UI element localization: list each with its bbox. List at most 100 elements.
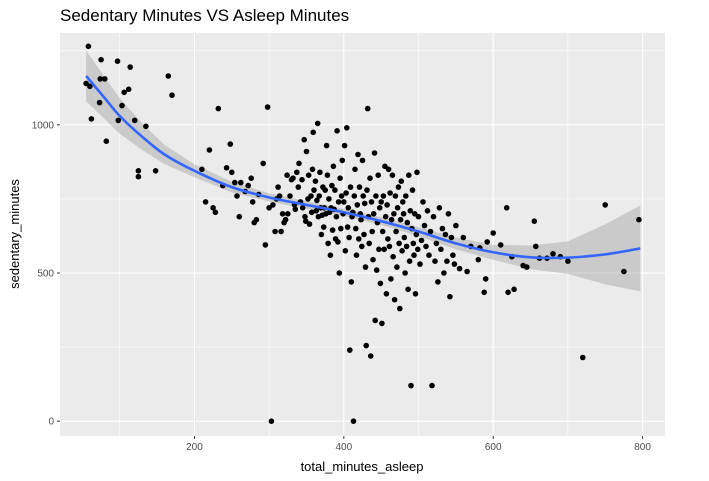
data-point <box>324 172 331 178</box>
data-point <box>400 211 407 217</box>
data-point <box>412 291 419 297</box>
data-point <box>322 187 329 193</box>
data-point <box>444 258 450 265</box>
data-point <box>341 142 348 149</box>
data-point <box>354 202 361 208</box>
data-point <box>310 129 317 136</box>
data-point <box>550 251 556 257</box>
data-point <box>103 138 110 144</box>
data-point <box>312 178 319 184</box>
data-point <box>127 64 133 70</box>
data-point <box>356 236 362 242</box>
x-tick-label: 800 <box>634 442 651 453</box>
data-point <box>389 172 396 178</box>
data-point <box>295 184 302 190</box>
data-point <box>373 267 380 273</box>
data-point <box>379 320 385 327</box>
data-point <box>392 193 399 199</box>
data-point <box>114 58 121 64</box>
data-point <box>85 43 92 50</box>
data-point <box>371 150 378 156</box>
data-point <box>400 199 406 205</box>
data-point <box>232 179 238 186</box>
y-tick-label: 0 <box>48 417 54 428</box>
x-tick-label: 400 <box>335 442 352 453</box>
data-point <box>223 165 230 171</box>
y-tick-label: 500 <box>37 269 54 280</box>
y-axis-ticks: 0 500 1000 <box>32 120 60 428</box>
data-point <box>308 209 315 216</box>
data-point <box>379 228 386 235</box>
data-point <box>266 205 272 211</box>
data-point <box>301 136 308 143</box>
data-point <box>318 231 325 238</box>
data-point <box>367 353 374 359</box>
data-point <box>314 197 320 204</box>
data-point <box>445 211 452 217</box>
data-point <box>447 293 453 300</box>
data-point <box>382 213 389 220</box>
data-point <box>199 166 205 173</box>
data-point <box>417 261 423 267</box>
data-point <box>482 276 489 282</box>
data-point <box>364 187 370 193</box>
data-point <box>314 120 321 127</box>
data-point <box>372 317 379 324</box>
data-point <box>394 264 400 270</box>
data-point <box>284 172 290 178</box>
x-axis-title: total_minutes_asleep <box>301 459 424 474</box>
data-point <box>439 225 446 232</box>
data-point <box>415 246 421 253</box>
data-point <box>413 231 420 238</box>
data-point <box>327 252 334 258</box>
data-point <box>342 248 349 254</box>
data-point <box>378 199 385 205</box>
data-point <box>385 166 392 173</box>
data-point <box>451 261 458 267</box>
data-point <box>121 89 127 96</box>
data-point <box>398 178 405 184</box>
data-point <box>435 279 441 285</box>
data-point <box>330 163 337 170</box>
data-point <box>387 190 393 196</box>
data-point <box>337 175 343 181</box>
data-point <box>125 86 132 93</box>
data-point <box>383 291 390 297</box>
smooth-trend-line <box>85 75 641 260</box>
data-point <box>311 187 317 193</box>
data-point <box>210 205 216 211</box>
data-point <box>386 243 393 250</box>
data-point <box>344 224 351 230</box>
data-point <box>351 193 358 199</box>
data-point <box>339 157 346 164</box>
data-point <box>377 280 384 287</box>
data-point <box>345 205 352 211</box>
data-point <box>236 213 243 220</box>
data-point <box>481 289 488 296</box>
data-point <box>565 258 571 265</box>
data-point <box>423 243 429 250</box>
data-point <box>87 83 93 90</box>
data-point <box>341 199 347 205</box>
data-point <box>456 265 463 272</box>
data-point <box>336 270 343 276</box>
data-point <box>391 211 397 217</box>
data-point <box>636 216 642 223</box>
data-point <box>418 237 425 244</box>
data-point <box>253 216 260 223</box>
data-point <box>424 208 431 214</box>
data-point <box>212 209 219 216</box>
data-point <box>350 418 357 425</box>
data-point <box>359 243 365 250</box>
data-point <box>430 213 437 220</box>
data-point <box>497 242 504 248</box>
data-point <box>376 205 383 211</box>
data-point <box>384 202 390 208</box>
data-point <box>320 224 327 230</box>
data-point <box>505 289 511 296</box>
data-point <box>227 141 234 147</box>
data-point <box>313 208 320 214</box>
data-point <box>202 199 209 205</box>
data-point <box>391 296 398 303</box>
data-point <box>394 205 401 211</box>
